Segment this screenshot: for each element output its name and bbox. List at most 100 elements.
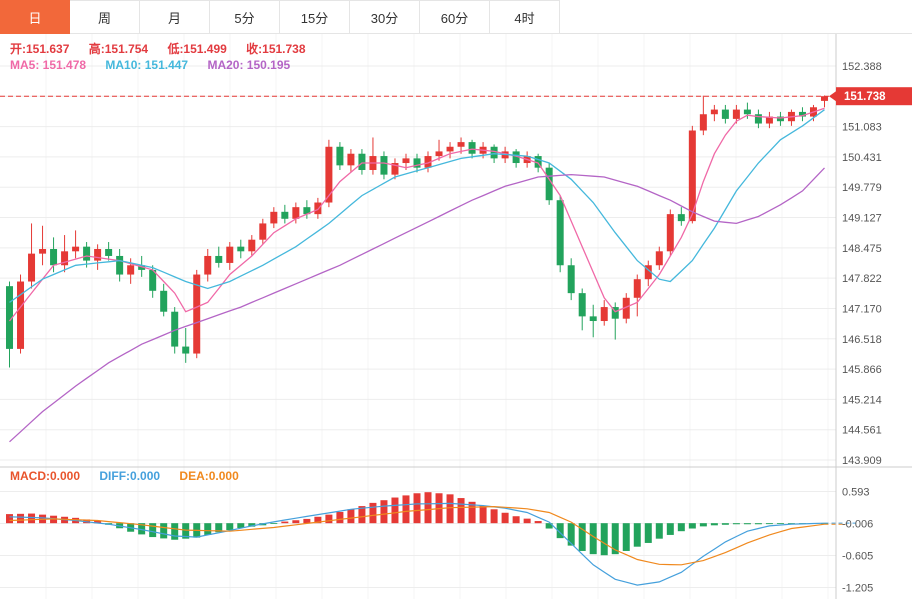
tab-month[interactable]: 月	[140, 0, 210, 34]
macd-tick-label: -0.605	[842, 551, 873, 563]
candle-body	[358, 153, 366, 170]
candle-body	[754, 114, 762, 124]
macd-bar	[281, 521, 289, 524]
tab-4hour[interactable]: 4时	[490, 0, 560, 34]
tab-60min[interactable]: 60分	[420, 0, 490, 34]
macd-bar	[534, 521, 542, 524]
dea-line	[9, 505, 825, 566]
candle-body	[534, 156, 542, 168]
candle-body	[578, 293, 586, 317]
macd-bar	[600, 523, 608, 556]
macd-bar	[380, 500, 388, 524]
macd-bar	[391, 497, 399, 524]
candle-body	[226, 246, 234, 263]
candle-body	[424, 156, 432, 168]
candle-body	[622, 297, 630, 319]
candle-body	[765, 116, 773, 124]
tab-day[interactable]: 日	[0, 0, 70, 34]
diff-line	[9, 502, 825, 586]
candle-body	[281, 211, 289, 219]
macd-bar	[204, 523, 212, 535]
chart-borders	[0, 34, 912, 599]
price-tick-label: 143.909	[842, 455, 882, 467]
macd-bar	[171, 523, 179, 540]
macd-bar	[611, 523, 619, 555]
price-tick-label: 150.431	[842, 152, 882, 164]
candle-body	[435, 151, 443, 157]
candle-body	[237, 246, 245, 252]
candle-body	[193, 274, 201, 354]
price-tick-label: 145.214	[842, 394, 882, 406]
price-tick-label: 146.518	[842, 334, 882, 346]
macd-bar	[314, 516, 322, 524]
macd-bar	[490, 509, 498, 524]
candle-body	[171, 311, 179, 347]
macd-bar	[94, 521, 102, 524]
macd-bar	[633, 523, 641, 547]
macd-bar	[28, 513, 36, 524]
candle-body	[50, 248, 58, 266]
candle-body	[611, 307, 619, 319]
candle-body	[61, 251, 69, 266]
macd-bar	[248, 523, 256, 527]
candle-body	[677, 214, 685, 222]
macd-bar	[468, 501, 476, 524]
macd-bar	[160, 523, 168, 539]
vertical-gridlines	[45, 34, 829, 599]
macd-bar	[556, 523, 564, 539]
macd-bar	[721, 523, 729, 525]
macd-bar	[501, 512, 509, 524]
timeframe-tabs: 日 周 月 5分 15分 30分 60分 4时	[0, 0, 912, 34]
candle-body	[391, 163, 399, 175]
candle-body	[556, 200, 564, 266]
current-price-marker: 151.738	[0, 87, 912, 106]
candle-body	[204, 255, 212, 275]
tab-15min[interactable]: 15分	[280, 0, 350, 34]
candle-body	[127, 265, 135, 275]
price-tick-label: 147.822	[842, 273, 882, 285]
candle-body	[743, 109, 751, 115]
candle-body	[644, 265, 652, 280]
price-tick-label: 149.127	[842, 213, 882, 225]
macd-bar	[699, 523, 707, 527]
tab-30min[interactable]: 30分	[350, 0, 420, 34]
macd-bar	[512, 516, 520, 524]
candle-body	[116, 255, 124, 275]
macd-bar	[710, 523, 718, 526]
ma-line-ma5	[8, 107, 825, 322]
ma-lines	[8, 107, 825, 443]
macd-bar	[325, 514, 333, 524]
tab-5min[interactable]: 5分	[210, 0, 280, 34]
price-tick-label: 147.170	[842, 303, 882, 315]
macd-bar	[776, 523, 784, 524]
macd-bar	[787, 523, 795, 524]
candle-body	[699, 114, 707, 131]
candle-body	[259, 223, 267, 240]
macd-bar	[336, 511, 344, 524]
candlestick-macd-chart[interactable]: 151.738 152.388 151.083 150.431 149.779 149.1…	[0, 34, 912, 599]
macd-bar	[402, 495, 410, 524]
macd-tick-label: -0.006	[842, 519, 873, 531]
macd-bar	[237, 523, 245, 528]
candle-body	[721, 109, 729, 119]
macd-lines	[9, 502, 856, 586]
macd-bar	[358, 506, 366, 524]
candle-body	[325, 146, 333, 203]
tab-week[interactable]: 周	[70, 0, 140, 34]
candle-body	[6, 286, 14, 349]
candle-body	[336, 146, 344, 166]
macd-bar	[270, 523, 278, 524]
candles	[6, 95, 828, 368]
candle-body	[83, 246, 91, 261]
macd-bar	[688, 523, 696, 529]
candle-body	[72, 246, 80, 252]
candle-body	[655, 251, 663, 266]
candle-body	[292, 207, 300, 219]
price-axis-labels: 152.388 151.083 150.431 149.779 149.127 148.4…	[842, 61, 882, 467]
price-tick-label: 148.475	[842, 243, 882, 255]
macd-bar	[303, 518, 311, 524]
candle-body	[105, 248, 113, 256]
macd-bar	[754, 523, 762, 525]
horizontal-gridlines	[0, 65, 836, 589]
candle-body	[149, 269, 157, 291]
